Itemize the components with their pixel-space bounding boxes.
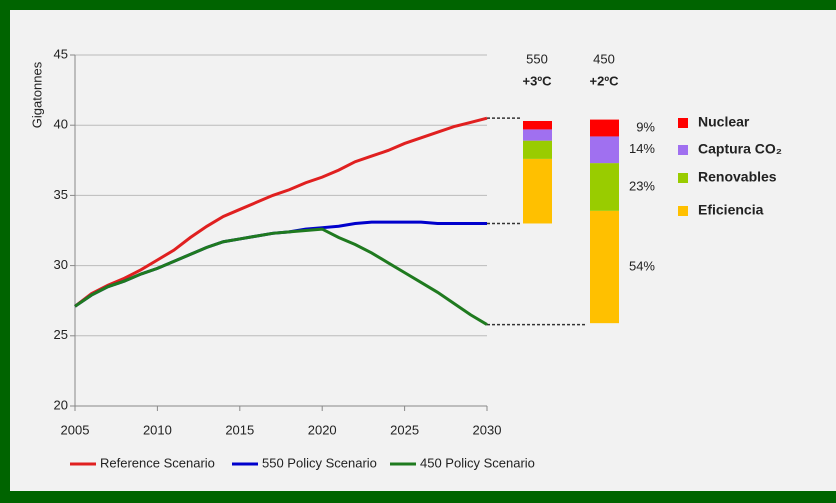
column-temperature: +2ºC [590,73,620,88]
bar-segment [590,163,619,211]
x-tick-label: 2010 [143,422,172,437]
legend-swatch [678,118,688,128]
legend-swatch [678,145,688,155]
bar-segment [590,210,619,324]
x-tick-label: 2020 [308,422,337,437]
x-tick-label: 2025 [390,422,419,437]
bar-segment [590,136,619,164]
share-label: 9% [636,119,655,134]
legend-label: Reference Scenario [100,455,215,470]
share-label: 54% [629,258,655,273]
share-label: 23% [629,178,655,193]
x-tick-label: 2005 [61,422,90,437]
legend-label: Renovables [698,169,777,185]
column-label: 450 [593,51,615,66]
legend-label: Captura CO₂ [698,141,782,157]
y-tick-label: 25 [54,327,68,342]
column-label: 550 [526,51,548,66]
bar-segment [523,140,552,159]
legend-swatch [678,173,688,183]
y-axis-label: Gigatonnes [29,61,44,128]
share-label: 14% [629,141,655,156]
line-series [74,116,488,308]
bar-segment [523,120,552,130]
column-temperature: +3ºC [523,73,553,88]
y-tick-label: 30 [54,257,68,272]
x-tick-label: 2030 [473,422,502,437]
legend-label: 550 Policy Scenario [262,455,377,470]
panel [10,10,836,491]
legend-label: Eficiencia [698,202,764,218]
bar-segment [590,119,619,137]
y-tick-label: 40 [54,117,68,132]
y-tick-label: 35 [54,187,68,202]
x-tick-label: 2015 [225,422,254,437]
y-tick-label: 45 [54,46,68,61]
y-tick-label: 20 [54,397,68,412]
bar-segment [523,129,552,141]
legend-swatch [678,206,688,216]
legend-label: 450 Policy Scenario [420,455,535,470]
line-series [74,227,488,326]
bar-segment [523,158,552,224]
legend-label: Nuclear [698,114,750,130]
